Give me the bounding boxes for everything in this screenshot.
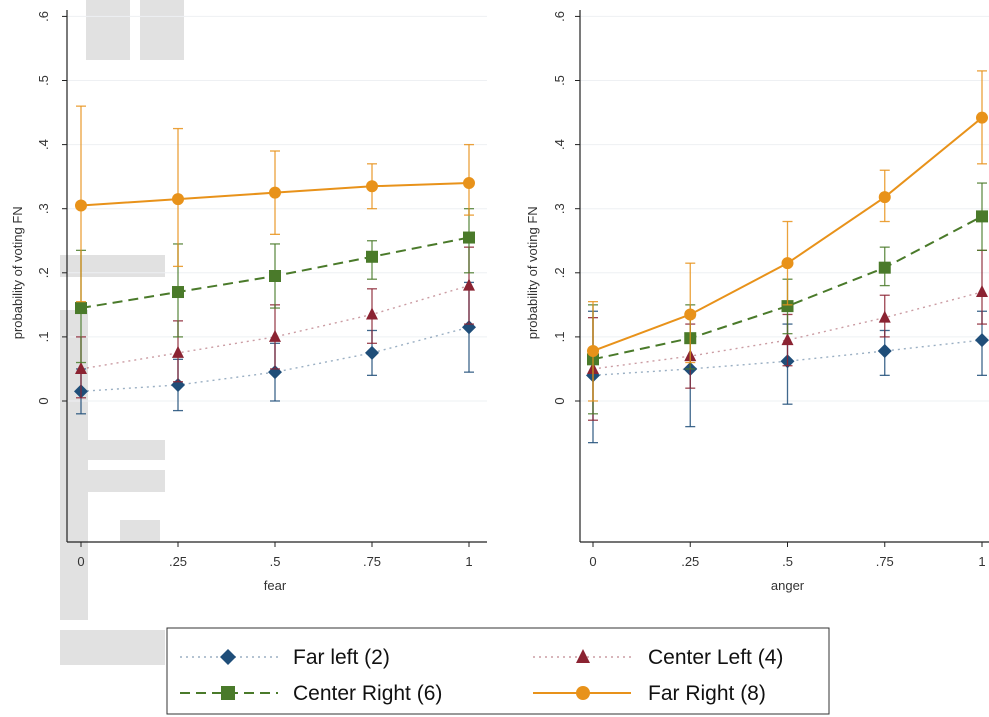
data-point-square: [172, 286, 184, 298]
x-tick-label: .5: [270, 554, 281, 569]
data-point-square: [879, 262, 891, 274]
data-point-square: [75, 302, 87, 314]
data-point-circle: [269, 187, 281, 199]
data-point-square: [976, 210, 988, 222]
y-tick-label: .5: [552, 75, 567, 86]
legend: Far left (2) Center Left (4) Center Right …: [167, 628, 829, 714]
data-point-circle: [463, 177, 475, 189]
y-tick-label: .2: [552, 267, 567, 278]
data-point-diamond: [365, 346, 379, 360]
data-point-circle: [782, 257, 794, 269]
legend-label: Center Left (4): [648, 646, 783, 669]
y-tick-label: .1: [552, 331, 567, 342]
data-point-circle: [684, 308, 696, 320]
x-tick-label: 1: [465, 554, 472, 569]
x-tick-label: .25: [681, 554, 699, 569]
data-point-circle: [587, 345, 599, 357]
legend-label: Far Right (8): [648, 682, 766, 705]
data-point-triangle: [782, 333, 794, 345]
y-axis-label: probability of voting FN: [10, 206, 25, 339]
x-tick-label: 1: [978, 554, 985, 569]
x-axis-label: fear: [264, 578, 287, 593]
data-point-diamond: [975, 333, 989, 347]
legend-marker-square: [221, 686, 235, 700]
y-tick-label: .2: [36, 267, 51, 278]
y-tick-label: 0: [36, 397, 51, 404]
y-axis-label: probability of voting FN: [525, 206, 540, 339]
legend-marker-circle: [576, 686, 590, 700]
data-point-circle: [172, 193, 184, 205]
legend-label: Center Right (6): [293, 682, 442, 705]
y-tick-label: .3: [36, 203, 51, 214]
x-tick-label: .5: [782, 554, 793, 569]
x-tick-label: 0: [77, 554, 84, 569]
y-tick-label: .1: [36, 331, 51, 342]
x-tick-label: .75: [876, 554, 894, 569]
data-point-circle: [879, 191, 891, 203]
y-tick-label: .4: [36, 139, 51, 150]
x-tick-label: .25: [169, 554, 187, 569]
y-tick-label: .5: [36, 75, 51, 86]
data-point-square: [463, 232, 475, 244]
x-tick-label: 0: [589, 554, 596, 569]
anger-panel: 0 .1 .2 .3 .4 .5 .6 0 .25 .5 .75 1 anger probability …: [525, 10, 989, 593]
y-tick-label: .3: [552, 203, 567, 214]
data-point-square: [366, 251, 378, 263]
data-point-square: [269, 270, 281, 282]
y-tick-label: .6: [552, 11, 567, 22]
y-tick-label: 0: [552, 397, 567, 404]
data-point-diamond: [878, 344, 892, 358]
y-tick-label: .6: [36, 11, 51, 22]
y-tick-label: .4: [552, 139, 567, 150]
legend-label: Far left (2): [293, 646, 390, 669]
data-point-triangle: [976, 285, 988, 297]
data-point-circle: [366, 180, 378, 192]
data-point-circle: [75, 199, 87, 211]
data-point-triangle: [463, 279, 475, 291]
x-axis-label: anger: [771, 578, 805, 593]
data-point-circle: [976, 112, 988, 124]
x-tick-label: .75: [363, 554, 381, 569]
data-point-triangle: [269, 330, 281, 342]
